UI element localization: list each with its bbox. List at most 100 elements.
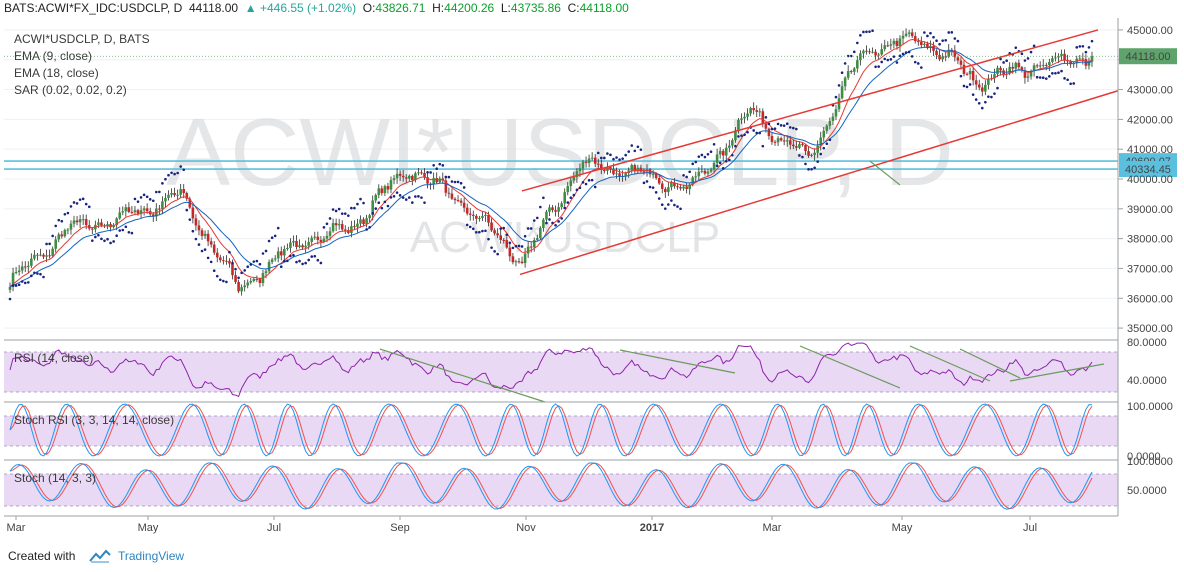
candle (63, 228, 67, 238)
sar-dot (215, 274, 219, 278)
sar-dot (877, 65, 880, 68)
rsi-trendline[interactable] (799, 345, 901, 389)
candle (295, 235, 298, 250)
sar-dot (264, 249, 268, 253)
candle (566, 181, 570, 196)
candle (734, 127, 737, 143)
sar-dot (758, 131, 762, 135)
time-axis[interactable]: Mar May Jul Sep Nov 2017 Mar May Jul (7, 516, 1038, 534)
tradingview-link[interactable]: TradingView (118, 549, 185, 563)
price-axis[interactable]: 45000.0044000.0043000.0042000.0041000.00… (4, 25, 1177, 335)
sar-dot (154, 190, 158, 194)
candle (368, 213, 371, 223)
indicator-tick-label: 0.0000 (1127, 451, 1161, 463)
rsi-trendline[interactable] (909, 345, 991, 382)
candle (471, 210, 475, 221)
sar-dot (965, 85, 969, 89)
sar-dot (1060, 69, 1063, 73)
sar-dots (8, 29, 1094, 301)
candle (246, 279, 250, 289)
sar-dot (923, 31, 926, 34)
trend-channel[interactable] (519, 29, 1119, 276)
sar-dot (712, 142, 716, 146)
candle (493, 228, 496, 236)
sar-dot (450, 180, 454, 183)
candle (865, 45, 868, 55)
candle (54, 236, 58, 253)
sar-dot (545, 221, 548, 225)
sar-dot (109, 241, 112, 245)
price-trendline[interactable] (869, 160, 901, 186)
rsi-trendline[interactable] (1009, 363, 1105, 382)
sar-dot (731, 153, 734, 157)
sar-dot (682, 173, 685, 177)
rsi-pane[interactable] (4, 339, 1118, 403)
candle (362, 217, 365, 227)
sar-dot (133, 197, 137, 201)
sar-dot (968, 83, 972, 86)
sar-dot (868, 30, 871, 33)
last-price-tag (1119, 48, 1177, 65)
candle (371, 195, 374, 221)
indicator-axes[interactable]: 80.000040.0000100.00000.0000100.000050.0… (1127, 337, 1173, 497)
sar-dot (392, 194, 396, 198)
sar-dot (456, 180, 460, 184)
sar-dot (706, 152, 710, 156)
candle (1017, 59, 1021, 70)
candle (273, 255, 277, 262)
trendline[interactable] (869, 160, 901, 186)
candle (807, 146, 810, 158)
candle (743, 112, 746, 124)
candle (843, 76, 847, 91)
candle (517, 258, 521, 264)
candle (414, 171, 417, 183)
sar-dot (761, 144, 765, 148)
stoch-rsi-pane[interactable] (4, 401, 1118, 457)
sar-dot (926, 34, 929, 38)
sar-dot (874, 65, 877, 69)
sar-dot (487, 237, 490, 241)
candle (200, 228, 204, 240)
sar-dot (57, 218, 61, 222)
sar-dot (121, 228, 125, 232)
sar-dot (752, 129, 755, 132)
candle (880, 43, 883, 56)
price-tick-label: 40000.00 (1127, 174, 1173, 186)
sar-dot (331, 208, 335, 211)
candle (862, 49, 865, 59)
sar-dot (502, 226, 506, 230)
candle (542, 218, 545, 232)
candle (639, 164, 643, 173)
chart-area[interactable]: ACWI*USDCLP, D ACWI*USDCLP 40600.0740334… (0, 18, 1184, 540)
candle (289, 238, 292, 253)
candle (182, 184, 186, 199)
channel-upper-line[interactable] (521, 29, 1099, 192)
candle (694, 171, 698, 182)
candle (999, 65, 1002, 76)
sar-dot (728, 158, 731, 162)
legend-sar: SAR (0.02, 0.02, 0.2) (14, 83, 127, 97)
candle (703, 168, 707, 176)
candle (392, 174, 396, 185)
candle (941, 53, 944, 63)
horizontal-levels[interactable]: 40600.0740334.45 (4, 153, 1177, 178)
sar-dot (700, 153, 704, 157)
candle (877, 52, 880, 60)
sar-dot (651, 186, 655, 189)
rsi-trendline[interactable] (959, 348, 1021, 379)
candle (72, 215, 76, 228)
candle (423, 168, 426, 180)
stoch-rsi-k-line (9, 403, 1093, 457)
candle (502, 238, 506, 244)
symbol-label: BATS:ACWI*FX_IDC:USDCLP, D (4, 1, 183, 15)
candle (712, 161, 716, 174)
rsi-trendline[interactable] (619, 349, 736, 374)
close-label: C: (567, 1, 580, 15)
sar-dot (240, 271, 243, 275)
sar-dot (578, 186, 582, 190)
sar-dot (142, 193, 146, 197)
stoch-pane[interactable] (4, 459, 1118, 510)
candle (706, 168, 710, 177)
channel-lower-line[interactable] (519, 90, 1119, 276)
rsi-trendline[interactable] (379, 348, 546, 403)
